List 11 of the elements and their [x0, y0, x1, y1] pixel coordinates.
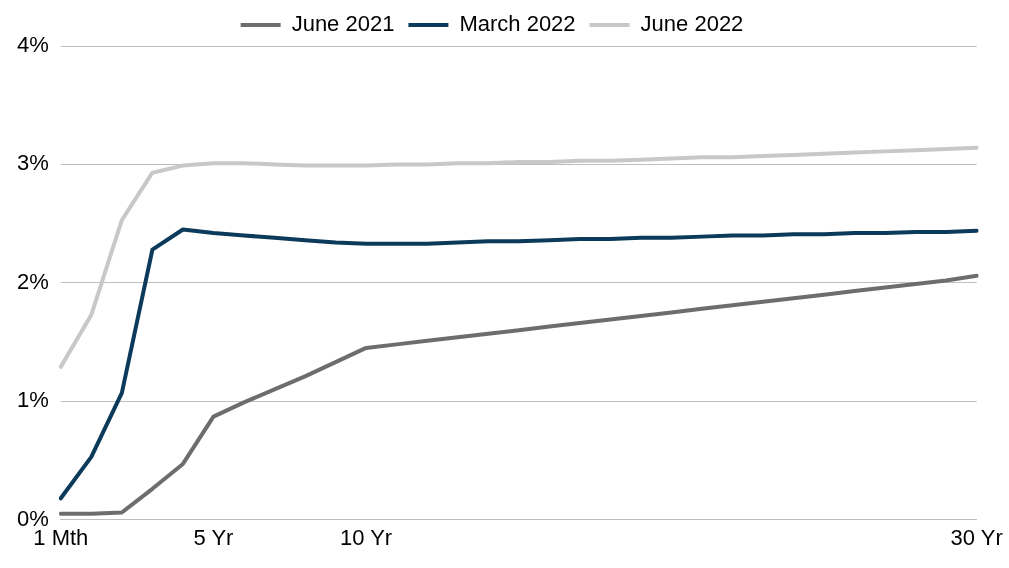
y-tick-label: 0%	[17, 505, 49, 531]
x-tick-label: 10 Yr	[340, 524, 393, 550]
y-tick-label: 2%	[17, 268, 49, 294]
y-tick-label: 4%	[17, 32, 49, 58]
legend-label: June 2022	[640, 11, 744, 37]
x-tick-label: 30 Yr	[950, 524, 1003, 550]
legend-label: June 2021	[291, 11, 395, 37]
y-tick-label: 1%	[17, 387, 49, 413]
y-tick-label: 3%	[17, 150, 49, 176]
legend-label: March 2022	[459, 11, 576, 37]
x-tick-label: 5 Yr	[193, 524, 234, 550]
